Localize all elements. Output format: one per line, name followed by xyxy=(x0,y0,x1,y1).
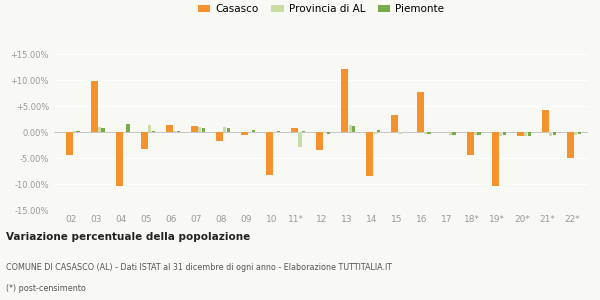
Bar xyxy=(227,128,230,132)
Bar xyxy=(116,132,122,186)
Bar xyxy=(574,132,577,135)
Bar xyxy=(503,132,506,135)
Bar xyxy=(349,125,352,132)
Bar xyxy=(452,132,455,135)
Bar xyxy=(152,131,155,132)
Bar xyxy=(166,125,173,132)
Bar xyxy=(341,69,349,132)
Bar xyxy=(467,132,473,155)
Bar xyxy=(141,132,148,148)
Bar xyxy=(542,110,549,132)
Bar xyxy=(127,124,130,132)
Bar xyxy=(391,116,398,132)
Legend: Casasco, Provincia di AL, Piemonte: Casasco, Provincia di AL, Piemonte xyxy=(193,0,449,18)
Bar xyxy=(266,132,273,175)
Bar xyxy=(241,132,248,135)
Text: Variazione percentuale della popolazione: Variazione percentuale della popolazione xyxy=(6,232,250,242)
Bar xyxy=(252,130,255,132)
Bar xyxy=(291,128,298,132)
Bar xyxy=(327,132,330,134)
Bar xyxy=(399,132,402,134)
Bar xyxy=(416,92,424,132)
Bar xyxy=(98,127,101,132)
Bar xyxy=(474,132,477,135)
Bar xyxy=(277,131,280,132)
Bar xyxy=(524,132,527,136)
Bar xyxy=(578,132,581,134)
Bar xyxy=(302,131,305,132)
Bar xyxy=(101,128,104,132)
Bar xyxy=(478,132,481,135)
Text: COMUNE DI CASASCO (AL) - Dati ISTAT al 31 dicembre di ogni anno - Elaborazione T: COMUNE DI CASASCO (AL) - Dati ISTAT al 3… xyxy=(6,263,392,272)
Bar xyxy=(202,128,205,132)
Bar xyxy=(65,132,73,155)
Bar xyxy=(76,131,80,132)
Bar xyxy=(424,132,427,134)
Bar xyxy=(427,132,431,134)
Bar xyxy=(173,131,176,132)
Bar xyxy=(499,132,502,136)
Bar xyxy=(73,131,76,132)
Bar xyxy=(352,126,355,132)
Bar xyxy=(527,132,531,136)
Bar xyxy=(377,130,380,132)
Bar xyxy=(492,132,499,186)
Bar xyxy=(176,131,180,132)
Bar xyxy=(567,132,574,158)
Bar xyxy=(148,125,151,132)
Bar xyxy=(216,132,223,141)
Bar xyxy=(374,132,377,134)
Bar xyxy=(549,132,553,136)
Bar xyxy=(553,132,556,135)
Bar xyxy=(517,132,524,136)
Bar xyxy=(91,81,98,132)
Bar xyxy=(449,132,452,135)
Bar xyxy=(198,127,202,132)
Bar xyxy=(367,132,373,176)
Text: (*) post-censimento: (*) post-censimento xyxy=(6,284,86,293)
Bar xyxy=(191,126,198,132)
Bar xyxy=(223,127,226,132)
Bar xyxy=(298,132,302,147)
Bar xyxy=(316,132,323,150)
